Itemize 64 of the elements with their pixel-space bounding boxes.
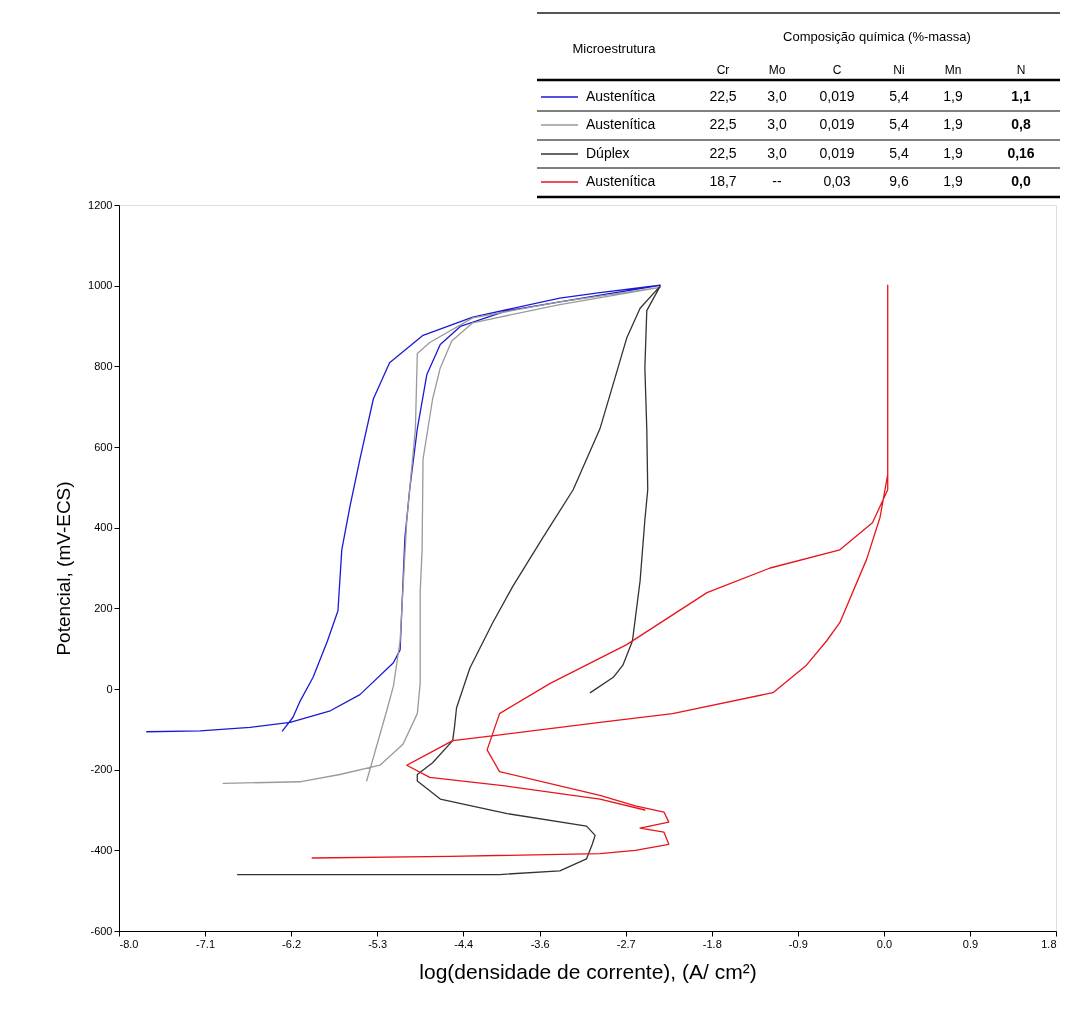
- text: 1,9: [943, 173, 963, 189]
- y-tick-label: 1200: [88, 198, 113, 211]
- y-tick-label: 800: [94, 359, 113, 372]
- y-tick-label: 200: [94, 601, 113, 614]
- legend-label: Austenítica: [586, 88, 656, 104]
- text: 5,4: [889, 88, 909, 104]
- text: 1,9: [943, 88, 963, 104]
- text: N: [1016, 63, 1026, 77]
- text: Mn: [944, 63, 962, 77]
- text: 5,4: [889, 145, 909, 161]
- line-series: [311, 284, 889, 859]
- text: 0,019: [819, 145, 855, 161]
- text: 0,019: [819, 116, 855, 132]
- y-tick-label: 1000: [88, 279, 113, 292]
- text: 3,0: [767, 145, 787, 161]
- text: Ni: [893, 63, 905, 77]
- y-tick-label: -600: [90, 924, 113, 937]
- x-tick-label: -7.1: [196, 937, 216, 950]
- line-series: [222, 286, 661, 785]
- text: Composição química (%-massa): [783, 29, 971, 44]
- legend-label: Austenítica: [586, 173, 656, 189]
- text: 0,0: [1011, 173, 1031, 189]
- text: 0,03: [823, 173, 851, 189]
- y-axis-title: Potencial, (mV-ECS): [53, 481, 75, 656]
- y-tick-label: -400: [90, 843, 113, 856]
- text: 22,5: [709, 88, 737, 104]
- y-tick-label: 600: [94, 440, 113, 453]
- legend-label: Austenítica: [586, 116, 656, 132]
- text: 5,4: [889, 116, 909, 132]
- text: 1,1: [1011, 88, 1031, 104]
- text: Microestrutura: [572, 41, 657, 56]
- x-tick-label: 0.9: [962, 937, 979, 950]
- text: 9,6: [889, 173, 909, 189]
- text: 0,8: [1011, 116, 1031, 132]
- legend-label: Dúplex: [586, 145, 630, 161]
- text: 1,9: [943, 116, 963, 132]
- x-tick-label: 0.0: [876, 937, 893, 950]
- y-tick-label: -200: [90, 763, 113, 776]
- text: C: [832, 63, 842, 77]
- text: 18,7: [709, 173, 737, 189]
- text: --: [772, 173, 782, 189]
- text: Mo: [768, 63, 786, 77]
- text: Cr: [716, 63, 730, 77]
- x-tick-label: -0.9: [788, 937, 808, 950]
- x-axis-title: log(densidade de corrente), (A/ cm²): [419, 959, 757, 983]
- text: 22,5: [709, 145, 737, 161]
- x-tick-label: -6.2: [282, 937, 302, 950]
- text: 0,16: [1007, 145, 1035, 161]
- x-tick-label: -5.3: [368, 937, 388, 950]
- x-tick-label: -4.4: [454, 937, 474, 950]
- y-tick-label: 400: [94, 521, 113, 534]
- x-tick-label: -2.7: [616, 937, 636, 950]
- line-series: [146, 284, 661, 733]
- y-tick-label: 0: [106, 682, 113, 695]
- text: 3,0: [767, 88, 787, 104]
- text: 22,5: [709, 116, 737, 132]
- text: 1,9: [943, 145, 963, 161]
- line-series: [236, 285, 661, 876]
- x-tick-label: -8.0: [119, 937, 139, 950]
- text: 3,0: [767, 116, 787, 132]
- text: 0,019: [819, 88, 855, 104]
- x-tick-label: -1.8: [702, 937, 722, 950]
- x-tick-label: -3.6: [530, 937, 550, 950]
- x-tick-label: 1.8: [1041, 937, 1057, 950]
